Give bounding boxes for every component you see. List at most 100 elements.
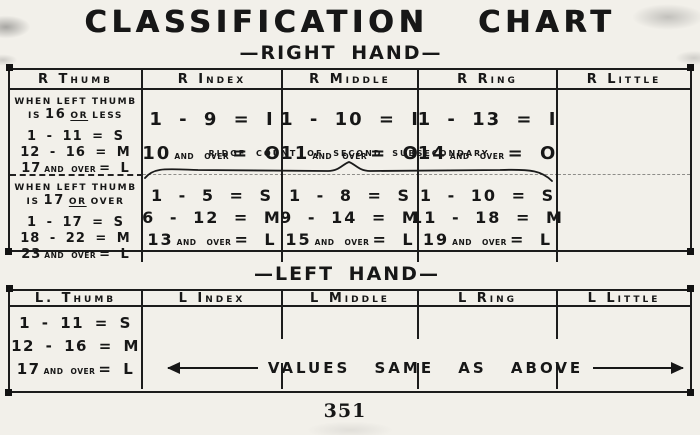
and-over-label: AND OVER [44, 251, 97, 260]
cell-r-little-lower [558, 174, 690, 262]
condition-or: OR [70, 111, 89, 121]
column-header-l-thumb: L. Thumb [10, 291, 143, 305]
cell-r-index-lower: 1 - 5 = S 6 - 12 = M 13 AND OVER = L [142, 174, 283, 262]
condition-or: OR [68, 197, 87, 207]
column-header-r-ring: R Ring [419, 70, 558, 88]
values-same-as-above-annotation: VALUES SAME AS ABOVE [167, 359, 684, 377]
corner-mark [687, 389, 694, 396]
over-value: = O [232, 143, 282, 164]
value-line: 1 - 8 = S [288, 186, 412, 205]
column-divider-stub [417, 307, 419, 339]
over-value: = L [509, 230, 553, 249]
cell-r-ring-upper: 1 - 13 = I 14 AND OVER = O [417, 90, 558, 176]
and-over-label: AND OVER [176, 238, 232, 247]
over-value: = L [98, 360, 135, 378]
corner-mark [5, 248, 12, 255]
and-over-label: AND OVER [449, 152, 505, 161]
corner-mark [687, 64, 694, 71]
cell-r-middle-lower: 1 - 8 = S 9 - 14 = M 15 AND OVER = L [280, 174, 420, 262]
value-line: 1 - 5 = S [150, 186, 274, 205]
and-over-label: AND OVER [44, 165, 97, 174]
value-line-over: 17 AND OVER = L [17, 362, 135, 379]
column-header-r-middle: R Middle [283, 70, 419, 88]
condition-suffix: OVER [90, 197, 125, 207]
corner-mark [6, 285, 13, 292]
column-header-r-index: R Index [143, 70, 283, 88]
left-hand-body: 1 - 11 = S 12 - 16 = M 17 AND OVER = L V… [10, 307, 690, 389]
over-number: 17 [16, 360, 41, 378]
condition-number: 16 [45, 107, 67, 122]
column-divider-stub [281, 363, 283, 389]
value-line: 1 - 17 = S [27, 215, 124, 230]
cell-r-index-upper: 1 - 9 = I 10 AND OVER = O [142, 90, 283, 176]
corner-mark [687, 285, 694, 292]
left-arrow [167, 362, 258, 374]
value-line: 1 - 9 = I [149, 109, 275, 130]
value-line: 1 - 10 = S [419, 186, 556, 205]
value-line: 12 - 16 = M [20, 145, 131, 160]
condition-suffix: LESS [92, 111, 123, 121]
value-line: 11 - 18 = M [411, 208, 564, 227]
value-line: 12 - 16 = M [11, 337, 140, 355]
section-label-left-hand: —LEFT HAND— [254, 263, 440, 285]
left-hand-table: L. Thumb L Index L Middle L Ring L Littl… [5, 285, 694, 396]
column-divider-stub [281, 307, 283, 339]
thumb-condition-line2: IS 16 OR LESS [28, 107, 123, 122]
thumb-condition-line1: WHEN LEFT THUMB [14, 97, 137, 107]
over-number: 15 [285, 230, 312, 249]
page-number: 351 [323, 400, 367, 422]
and-over-label: AND OVER [174, 152, 230, 161]
over-value: = L [234, 230, 277, 249]
over-number: 17 [21, 161, 42, 176]
over-value: = L [372, 230, 415, 249]
value-line-over: 10 AND OVER = O [142, 145, 282, 166]
column-divider-stub [417, 363, 419, 389]
value-line-over: 14 AND OVER = O [418, 145, 558, 166]
right-arrow [593, 362, 684, 374]
column-divider-stub [556, 363, 558, 389]
value-line: 18 - 22 = M [20, 231, 131, 246]
right-hand-table: R Thumb R Index R Middle R Ring R Little… [5, 64, 694, 262]
over-value: = L [99, 247, 130, 262]
cell-r-thumb-upper: WHEN LEFT THUMB IS 16 OR LESS 1 - 11 = S… [10, 90, 143, 176]
cell-r-little-upper [558, 90, 690, 176]
right-hand-row-upper: WHEN LEFT THUMB IS 16 OR LESS 1 - 11 = S… [10, 90, 690, 176]
value-line: 9 - 14 = M [280, 208, 420, 227]
value-line-over: 23 AND OVER = L [21, 248, 130, 262]
value-line-over: 13 AND OVER = L [147, 232, 276, 251]
value-line-over: 17 AND OVER = L [21, 162, 130, 176]
over-number: 10 [142, 143, 172, 164]
condition-prefix: IS [26, 197, 40, 207]
section-label-right-hand: —RIGHT HAND— [239, 42, 443, 64]
left-hand-header-row: L. Thumb L Index L Middle L Ring L Littl… [10, 291, 690, 307]
right-hand-row-lower: WHEN LEFT THUMB IS 17 OR OVER 1 - 17 = S… [10, 174, 690, 262]
and-over-label: AND OVER [314, 238, 370, 247]
column-header-l-middle: L Middle [283, 291, 419, 305]
span-label: VALUES SAME AS ABOVE [267, 359, 584, 377]
column-header-r-little: R Little [586, 71, 662, 87]
corner-mark [687, 248, 694, 255]
thumb-condition-line1: WHEN LEFT THUMB [14, 183, 137, 193]
column-divider-stub [556, 307, 558, 339]
over-value: = O [370, 143, 420, 164]
cell-r-middle-upper: 1 - 10 = I 11 AND OVER = O [280, 90, 420, 176]
cell-l-thumb: 1 - 11 = S 12 - 16 = M 17 AND OVER = L [10, 307, 141, 389]
cell-r-ring-lower: 1 - 10 = S 11 - 18 = M 19 AND OVER = L [411, 174, 562, 262]
page-title: CLASSIFICATION CHART [84, 5, 616, 40]
condition-prefix: IS [28, 111, 42, 121]
over-value: = L [99, 161, 130, 176]
brace-curve [144, 161, 553, 182]
value-line: 6 - 12 = M [142, 208, 282, 227]
over-number: 13 [147, 230, 174, 249]
thumb-condition-line2: IS 17 OR OVER [26, 193, 125, 208]
value-line: 1 - 10 = I [280, 109, 420, 130]
value-line-over: 19 AND OVER = L [423, 232, 552, 251]
value-line: 1 - 13 = I [417, 109, 558, 130]
over-number: 23 [21, 247, 42, 262]
over-number: 19 [422, 230, 450, 249]
value-line: 1 - 11 = S [19, 314, 132, 332]
and-over-label: AND OVER [312, 152, 368, 161]
condition-number: 17 [43, 193, 65, 208]
and-over-label: AND OVER [452, 238, 507, 247]
